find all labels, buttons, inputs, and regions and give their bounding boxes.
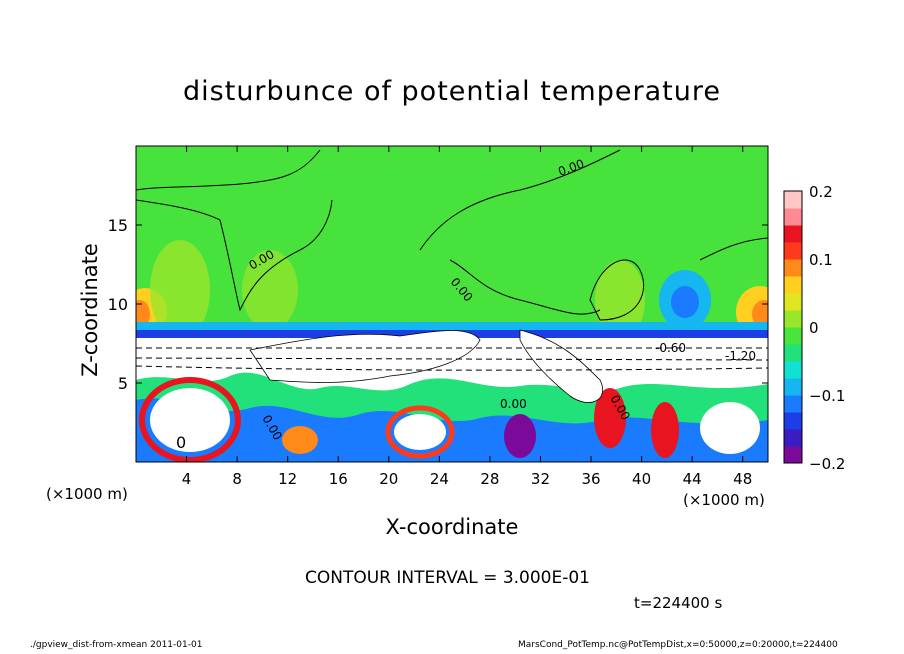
colorbar-tick-label: −0.1 [809, 387, 845, 405]
white-cell-1 [150, 388, 230, 452]
orange-cell [282, 426, 318, 454]
x-unit-right: (×1000 m) [683, 491, 765, 509]
colorbar-segment [784, 259, 802, 277]
x-tick-label: 16 [329, 470, 348, 488]
colorbar-tick-label: 0.2 [809, 183, 833, 201]
white-cell-3 [700, 402, 760, 454]
contour-line-2 [136, 199, 333, 312]
contour-interval-label: CONTOUR INTERVAL = 3.000E-01 [305, 568, 590, 588]
dashed-contour-3 [136, 365, 768, 371]
colorbar-segment [784, 378, 802, 396]
footer-right: MarsCond_PotTemp.nc@PotTempDist,x=0:5000… [518, 640, 838, 650]
colorbar-segment [784, 191, 802, 209]
contour-line-5 [449, 259, 601, 315]
cool-patch-core [671, 286, 699, 318]
contour-line-4 [589, 259, 645, 321]
x-tick-label: 36 [581, 470, 600, 488]
chart-title: disturbunce of potential temperature [183, 76, 721, 107]
red-cell-1 [594, 388, 626, 448]
time-label: t=224400 s [634, 594, 723, 612]
contour-line-6 [699, 237, 768, 261]
colorbar-tick-label: 0 [809, 319, 819, 337]
y-tick-label: 15 [108, 216, 128, 235]
red-cell-2 [651, 402, 679, 458]
colorbar-segment [784, 344, 802, 362]
x-tick-label: 12 [278, 470, 297, 488]
white-cell-2 [394, 414, 446, 450]
red-ring-2 [385, 405, 455, 459]
light-patch-3 [242, 250, 298, 330]
plot-area: 0.00 0.00 0.00 0.00 0.00 -0.60 0.00 0 -1… [136, 146, 768, 462]
dashed-contour-2 [136, 357, 768, 361]
contour-line-3 [419, 149, 621, 251]
colorbar-segment [784, 208, 802, 226]
colorbar-segment [784, 327, 802, 345]
colorbar-segment [784, 242, 802, 260]
contour-label-8: 0 [176, 433, 186, 452]
colorbar-segment [784, 446, 802, 464]
footer-left: ./gpview_dist-from-xmean 2011-01-01 [30, 640, 203, 650]
x-axis-label: X-coordinate [0, 515, 904, 539]
y-ticks: 5 10 15 [108, 216, 768, 393]
colorbar-segment [784, 395, 802, 413]
purple-cell [504, 414, 536, 458]
x-tick-label: 32 [531, 470, 550, 488]
colorbar-segment [784, 293, 802, 311]
colorbar-segment [784, 276, 802, 294]
x-tick-label: 44 [683, 470, 702, 488]
contour-label-6: -0.60 [655, 341, 686, 355]
x-axis-label-text: X-coordinate [385, 515, 519, 539]
colorbar-segment [784, 429, 802, 447]
x-tick-label: 48 [733, 470, 752, 488]
contour-line-1 [136, 149, 321, 191]
x-tick-label: 28 [480, 470, 499, 488]
colorbar-frame [783, 190, 803, 464]
y-tick-label: 5 [118, 374, 128, 393]
colorbar: 0.2 0.1 0 −0.1 −0.2 [783, 183, 845, 473]
x-unit-left: (×1000 m) [46, 485, 128, 503]
x-tick-label: 8 [232, 470, 242, 488]
warm-patch-right-core [752, 300, 768, 328]
x-tick-label: 40 [632, 470, 651, 488]
colorbar-segment [784, 361, 802, 379]
colorbar-segment [784, 225, 802, 243]
x-tick-label: 24 [430, 470, 449, 488]
colorbar-tick-label: 0.1 [809, 251, 833, 269]
contour-label-9: -1.20 [725, 349, 756, 363]
x-tick-label: 20 [379, 470, 398, 488]
x-tick-label: 4 [182, 470, 192, 488]
light-patch-1 [150, 240, 210, 340]
contour-label-4: 0.00 [500, 397, 527, 411]
colorbar-segment [784, 310, 802, 328]
y-tick-label: 10 [108, 295, 128, 314]
colorbar-segment [784, 412, 802, 430]
red-ring-1 [139, 377, 241, 462]
warm-patch-left-core [136, 300, 150, 328]
x-ticks: 4 8 12 16 20 24 28 32 36 40 44 48 [182, 146, 752, 488]
colorbar-tick-label: −0.2 [809, 455, 845, 473]
